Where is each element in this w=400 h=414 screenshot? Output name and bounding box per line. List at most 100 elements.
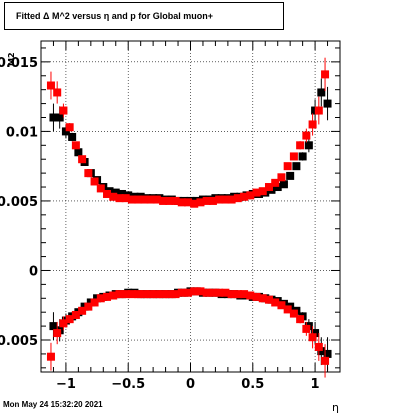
data-point [140,195,149,204]
data-point [283,305,292,314]
data-point [71,141,80,150]
data-point [202,196,211,205]
data-point [277,173,286,182]
data-point [289,309,298,318]
data-point [317,88,326,97]
data-point [109,192,118,201]
data-point [159,290,168,299]
data-point [321,70,330,79]
data-point [296,141,305,150]
data-point [196,198,205,207]
y-tick-label: 0.005 [0,334,38,349]
data-point [134,195,143,204]
data-point [171,196,180,205]
data-point [78,306,87,315]
data-point [292,162,301,171]
data-point [302,131,311,140]
timestamp-label: Mon May 24 15:32:20 2021 [3,400,103,409]
data-point [103,292,112,301]
data-point [46,81,55,90]
y-tick-label: 0.01 [6,125,38,140]
data-point [308,120,317,129]
data-point [221,288,230,297]
data-point [323,349,332,358]
data-point [202,288,211,297]
data-point [49,113,58,122]
data-point [146,290,155,299]
data-point [177,288,186,297]
data-point [109,291,118,300]
data-point [146,195,155,204]
data-point [258,187,267,196]
data-point [140,290,149,299]
chart-title-box: Fitted Δ M^2 versus η and p for Global m… [4,2,284,30]
data-point [184,198,193,207]
data-point [317,347,326,356]
data-point [121,290,130,299]
data-point [321,356,330,365]
data-point [264,295,273,304]
data-point [177,198,186,207]
data-point [115,194,124,203]
data-point [84,169,93,178]
data-point [264,183,273,192]
data-point [46,352,55,361]
data-point [296,315,305,324]
data-point [134,290,143,299]
data-point [121,194,130,203]
data-point [311,329,320,338]
data-point [273,183,282,192]
data-point [78,155,87,164]
data-point [84,302,93,311]
data-point [208,196,217,205]
data-point [127,290,136,299]
data-point [53,88,62,97]
x-tick-label: 1 [311,377,320,392]
data-point [323,99,332,108]
data-point [171,290,180,299]
data-point [289,152,298,161]
data-point [196,287,205,296]
y-tick-label: 0.015 [0,56,38,71]
data-point [59,106,68,115]
data-point [165,290,174,299]
data-point [246,291,255,300]
data-point [215,288,224,297]
data-point [65,315,74,324]
data-point [53,329,62,338]
data-point [90,177,99,186]
data-point [240,192,249,201]
data-point [49,322,58,331]
data-point [258,294,267,303]
x-axis-label: η [332,401,339,414]
x-tick-label: 0.5 [241,377,264,392]
data-point [103,189,112,198]
data-point [55,113,64,122]
axis-ticks [40,41,341,372]
data-point [190,199,199,208]
data-point [252,188,261,197]
data-point [117,189,126,198]
data-point [221,195,230,204]
x-tick-label: 0 [186,377,195,392]
data-point [314,342,323,351]
x-tick-label: −1 [56,377,76,392]
data-point [227,290,236,299]
data-point [277,301,286,310]
data-point [90,298,99,307]
data-point [115,290,124,299]
data-point [286,171,295,180]
data-point [59,319,68,328]
data-point [304,141,313,150]
data-point [165,196,174,205]
data-point [184,288,193,297]
data-point [111,188,120,197]
data-point [227,195,236,204]
data-point [314,106,323,115]
data-point [215,195,224,204]
data-point [298,152,307,161]
data-point [127,195,136,204]
data-point [283,162,292,171]
data-point [68,132,77,141]
